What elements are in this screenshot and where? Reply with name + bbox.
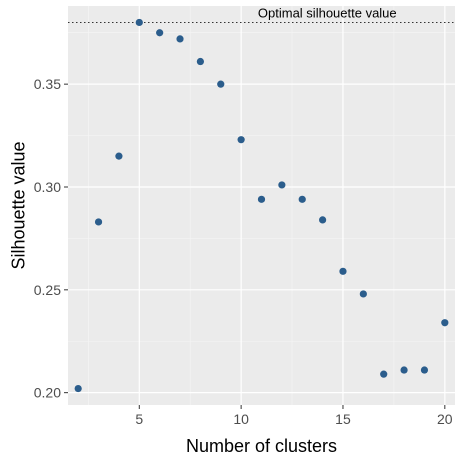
data-point — [94, 218, 103, 226]
minor-gridlines — [68, 6, 455, 405]
y-tick-label: 0.25 — [34, 282, 61, 298]
data-point — [176, 35, 184, 43]
data-point — [156, 29, 164, 37]
x-tick-label: 15 — [335, 411, 351, 427]
data-point — [135, 18, 143, 27]
data-point — [319, 216, 327, 224]
data-point — [400, 366, 408, 374]
x-axis-ticks: 5 10 15 20 — [135, 405, 453, 427]
data-point — [115, 152, 123, 160]
data-point — [380, 370, 388, 378]
x-axis-title: Number of clusters — [186, 436, 337, 456]
optimal-annotation: Optimal silhouette value — [258, 5, 397, 20]
data-point — [420, 366, 429, 374]
x-tick-label: 5 — [135, 411, 143, 427]
plot-panel — [68, 6, 455, 405]
data-point — [278, 181, 286, 189]
major-gridlines — [68, 6, 455, 405]
data-point — [217, 80, 225, 88]
y-tick-label: 0.20 — [34, 385, 61, 401]
data-point — [339, 267, 347, 275]
data-point — [441, 319, 449, 327]
x-tick-label: 10 — [233, 411, 249, 427]
y-tick-label: 0.35 — [34, 76, 61, 92]
data-point — [298, 195, 306, 203]
data-point — [359, 290, 367, 298]
data-point — [196, 57, 204, 66]
y-tick-label: 0.30 — [34, 179, 61, 195]
y-axis-title: Silhouette value — [8, 141, 28, 269]
data-point — [237, 136, 245, 144]
y-axis-ticks: 0.20 0.25 0.30 0.35 — [34, 76, 68, 401]
x-tick-label: 20 — [437, 411, 453, 427]
data-point — [74, 384, 82, 393]
data-points — [74, 18, 449, 393]
data-point — [257, 195, 266, 203]
